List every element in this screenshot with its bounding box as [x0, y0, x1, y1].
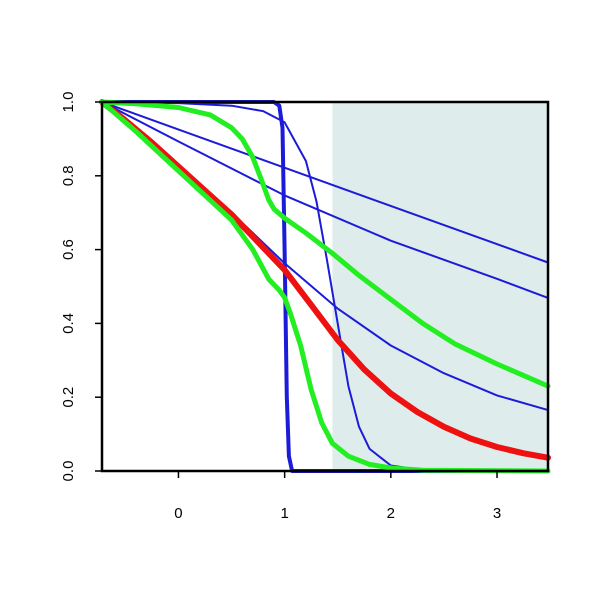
y-tick-label: 1.0 — [60, 92, 77, 113]
y-axis: 0.0 0.2 0.4 0.6 0.8 1.0 — [60, 92, 102, 482]
x-axis: 0 1 2 3 — [174, 471, 501, 522]
y-tick-label: 0.2 — [60, 387, 77, 408]
series-line-7 — [99, 99, 551, 389]
series-line-1 — [101, 101, 549, 264]
series-line-4 — [101, 101, 549, 472]
series-line-6 — [99, 99, 551, 461]
y-tick-label: 0.8 — [60, 165, 77, 186]
x-tick-label: 3 — [493, 505, 501, 522]
y-tick-label: 0.4 — [60, 313, 77, 334]
y-tick-label: 0.6 — [60, 239, 77, 260]
x-tick-label: 2 — [387, 505, 395, 522]
plot-frame — [100, 100, 550, 473]
y-tick-label: 0.0 — [60, 461, 77, 482]
x-tick-label: 0 — [174, 505, 182, 522]
x-tick-label: 1 — [280, 505, 288, 522]
series-line-2 — [101, 101, 549, 299]
shaded-region — [332, 102, 548, 471]
series-line-8 — [99, 99, 551, 474]
